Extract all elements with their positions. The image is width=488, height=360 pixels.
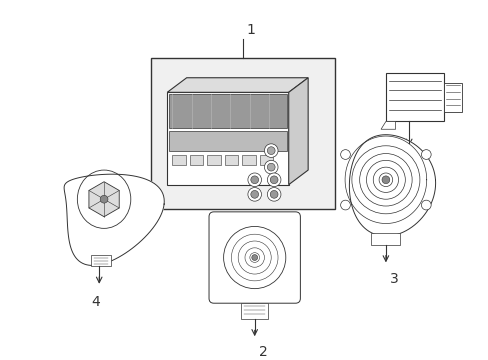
Circle shape [267,163,275,171]
Circle shape [267,173,281,186]
Text: 5: 5 [412,153,421,167]
Bar [150,58,335,209]
Bar [91,255,111,266]
Polygon shape [64,174,164,265]
Circle shape [340,200,349,210]
Circle shape [264,160,278,174]
Circle shape [250,190,258,198]
Circle shape [100,195,108,203]
Bar [189,156,203,165]
Text: 1: 1 [245,23,254,37]
Circle shape [267,188,281,201]
Bar [443,82,461,112]
Circle shape [267,147,275,154]
Bar [169,94,286,128]
Bar [167,92,288,185]
Bar [169,131,286,150]
Circle shape [250,176,258,184]
Bar [370,233,400,245]
Bar [206,156,220,165]
Circle shape [247,173,261,186]
Circle shape [270,190,278,198]
Text: 2: 2 [258,345,267,359]
Bar [172,156,185,165]
Circle shape [247,188,261,201]
Polygon shape [348,135,435,236]
Bar [385,73,443,121]
Polygon shape [167,78,307,92]
Polygon shape [288,78,307,185]
Circle shape [381,176,389,184]
Bar [241,303,268,319]
Circle shape [270,176,278,184]
Circle shape [421,150,430,159]
Circle shape [421,200,430,210]
FancyBboxPatch shape [208,212,300,303]
Polygon shape [89,182,119,217]
Text: 4: 4 [91,296,100,310]
Circle shape [251,255,257,260]
Circle shape [264,144,278,157]
Bar [242,156,255,165]
Bar [259,156,273,165]
Bar [224,156,238,165]
Circle shape [340,150,349,159]
Polygon shape [380,121,395,129]
Text: 3: 3 [389,272,398,286]
